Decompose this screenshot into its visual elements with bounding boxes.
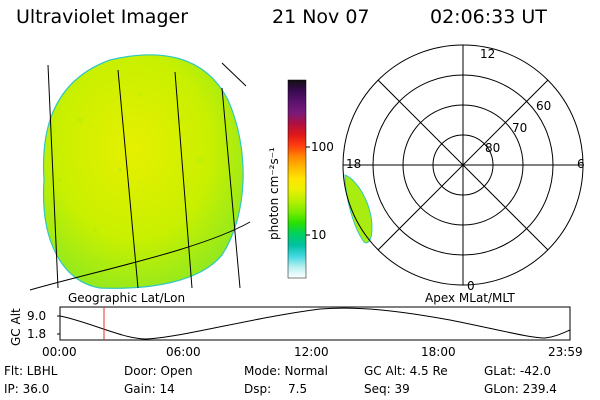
polar-panel-label: Apex MLat/MLT [425,291,515,305]
polar-panel: 12 18 6 0 60 70 80 Apex MLat/MLT [342,44,585,305]
ip-info: IP: 36.0 [4,382,50,396]
polar-mlt-18: 18 [346,157,361,171]
gc-alt-info: GC Alt: 4.5 Re [364,364,448,378]
dsp-label: Dsp: [244,382,272,396]
polar-lat-80: 80 [485,141,500,155]
colorbar-label-10: 10 [311,228,326,242]
altitude-curve [59,307,571,340]
uv-disk-image [42,54,244,289]
geo-grid-lines [29,62,251,291]
polar-mlt-6: 6 [577,157,585,171]
colorbar-label-100: 100 [311,140,334,154]
alt-y-top-label: 9.0 [27,309,46,323]
colorbar: 100 10 photon cm⁻²s⁻¹ [267,79,334,279]
x-tick-label-0: 00:00 [42,345,77,359]
glon-info: GLon: 239.4 [484,382,557,396]
x-tick-label-1: 06:00 [166,345,201,359]
x-tick-label-3: 18:00 [421,345,456,359]
polar-mlt-0: 0 [467,279,475,293]
polar-grid [342,44,584,286]
polar-lat-60: 60 [536,99,551,113]
glat-info: GLat: -42.0 [484,364,551,378]
door-info: Door: Open [124,364,193,378]
mode-info: Mode: Normal [244,364,328,378]
seq-info: Seq: 39 [364,382,410,396]
geo-image-panel: Geographic Lat/Lon [29,54,251,305]
observation-date: 21 Nov 07 [272,6,370,28]
gain-info: Gain: 14 [124,382,175,396]
x-tick-label-2: 12:00 [294,345,329,359]
disk-speckle [58,93,217,253]
alt-y-bottom-label: 1.8 [27,327,46,341]
colorbar-unit-label: photon cm⁻²s⁻¹ [267,147,281,240]
geo-panel-label: Geographic Lat/Lon [68,291,185,305]
app-title: Ultraviolet Imager [16,6,189,28]
colorbar-scale [287,79,307,279]
polar-lat-70: 70 [512,121,527,135]
filter-info: Flt: LBHL [4,364,58,378]
observation-time: 02:06:33 UT [430,6,547,28]
dsp-value: 7.5 [288,382,308,396]
altitude-plot-frame [59,306,571,341]
alt-axis-label: GC Alt [9,308,23,346]
x-tick-label-4: 23:59 [548,345,583,359]
polar-uv-patch [344,174,373,244]
altitude-plot: 9.0 1.8 GC Alt 00:00 06:00 12:00 18:00 2… [9,306,583,359]
polar-mlt-12: 12 [480,47,495,61]
